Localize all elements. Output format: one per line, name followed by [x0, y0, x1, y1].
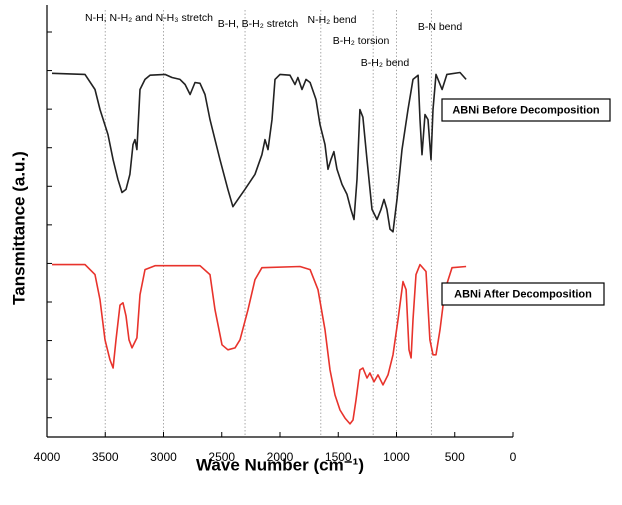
spectrum-line	[51, 71, 467, 233]
annotation: B-H₂ torsion	[333, 35, 390, 47]
spectrum-line	[52, 263, 467, 425]
x-tick-label: 1500	[325, 450, 352, 464]
x-tick-label: 4000	[34, 450, 61, 464]
legend-box	[441, 98, 611, 122]
y-axis-title: Tansmittance (a.u.)	[9, 151, 28, 305]
x-tick-label: 3500	[92, 450, 119, 464]
x-tick-label: 0	[510, 450, 517, 464]
annotation: B-H, B-H₂ stretch	[218, 18, 299, 30]
annotation: N-H, N-H₂ and N-H₃ stretch	[85, 12, 213, 24]
x-tick-label: 3000	[150, 450, 177, 464]
x-tick-label: 2000	[267, 450, 294, 464]
legend-label: ABNi After Decomposition	[454, 288, 592, 300]
x-axis-title: Wave Number (cm⁻¹)	[196, 455, 364, 474]
x-tick-label: 2500	[208, 450, 235, 464]
legend-box	[441, 282, 605, 306]
x-tick-label: 500	[445, 450, 465, 464]
annotation: B-N bend	[418, 21, 463, 33]
x-tick-label: 1000	[383, 450, 410, 464]
annotation: N-H₂ bend	[307, 14, 356, 26]
legend-label: ABNi Before Decomposition	[452, 104, 600, 116]
annotation: B-H₂ bend	[361, 57, 410, 69]
